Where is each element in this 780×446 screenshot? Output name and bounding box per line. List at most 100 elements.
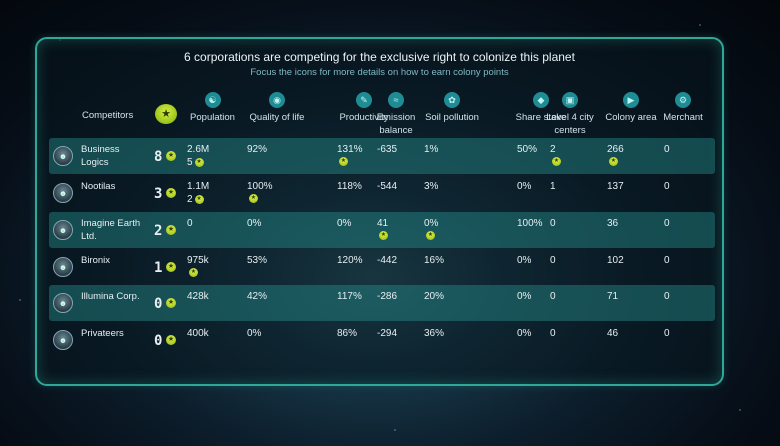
soil-pollution-icon[interactable]: ✿ <box>444 92 460 108</box>
column-header-label: Merchant <box>663 112 703 123</box>
cell-soil-pollution: 16% <box>424 254 444 267</box>
cell-value: 2.6M <box>187 144 210 155</box>
cell-productivity: 131% ★ <box>337 143 363 166</box>
cell-city-center: 2 ★ <box>550 143 561 166</box>
table-row[interactable]: ☻ Business Logics 8 ★ 2.6M 5 ★ 92% 131% ★ -635 1% 50… <box>49 138 715 174</box>
cell-value: 0 <box>664 255 670 266</box>
column-header-label: Soil pollution <box>425 112 479 123</box>
trophy-icon: ★ <box>166 151 176 161</box>
cell-quality-of-life: 92% <box>247 143 267 156</box>
cell-value: 0% <box>517 255 532 266</box>
column-header-label: Population <box>190 112 235 123</box>
column-header-label: Quality of life <box>249 112 305 123</box>
cell-value: 36% <box>424 328 445 339</box>
cell-colony-area: 46 <box>607 327 618 340</box>
cell-merchant: 0 <box>664 180 670 193</box>
cell-value: 428k <box>187 291 209 302</box>
trophy-icon: ★ <box>166 188 176 198</box>
cell-colony-area: 102 <box>607 254 624 267</box>
trophy-icon: ★ <box>189 268 198 277</box>
column-header-population[interactable]: ☯ Population <box>185 92 240 124</box>
table-row[interactable]: ☻ Imagine Earth Ltd. 2 ★ 0 0% 0% 41 ★ 0% ★ 100% 0 36 0 <box>49 212 715 248</box>
cell-share-stake: 0% <box>517 180 531 193</box>
trophy-icon: ★ <box>166 298 176 308</box>
cell-share-stake: 0% <box>517 290 531 303</box>
column-header-quality-of-life[interactable]: ◉ Quality of life <box>245 92 309 124</box>
corporation-avatar: ☻ <box>53 257 73 277</box>
cell-value: 102 <box>607 255 624 266</box>
table-row[interactable]: ☻ Nootilas 3 ★ 1.1M 2 ★ 100% ★ 118% -544 3% 0% 1 137 0 <box>49 175 715 211</box>
column-header-colony-area[interactable]: ▶ Colony area <box>603 92 659 124</box>
cell-value: 42% <box>247 291 268 302</box>
cell-share-stake: 100% <box>517 217 543 230</box>
cell-value: 41 <box>377 218 389 229</box>
table-row[interactable]: ☻ Illumina Corp. 0 ★ 428k 42% 117% -286 20% 0% 0 71… <box>49 285 715 321</box>
cell-merchant: 0 <box>664 290 670 303</box>
merchant-icon[interactable]: ⚙ <box>675 92 691 108</box>
emission-icon[interactable]: ≈ <box>388 92 404 108</box>
column-header-merchant[interactable]: ⚙ Merchant <box>660 92 706 124</box>
cell-value: 975k <box>187 255 209 266</box>
trophy-icon: ★ <box>194 157 204 167</box>
cell-city-center: 1 <box>550 180 556 193</box>
cell-value: 1 <box>550 181 556 192</box>
cell-value: 1.1M <box>187 181 210 192</box>
cell-value: 0 <box>664 181 670 192</box>
cell-value: 117% <box>337 291 362 302</box>
column-header-share-stake[interactable]: ◆ Share stake <box>513 92 569 124</box>
cell-value: 0 <box>187 218 193 229</box>
cell-value: 46 <box>607 328 619 339</box>
cell-emission: -294 <box>377 327 397 340</box>
trophy-icon: ★ <box>552 157 561 166</box>
cell-value: 0% <box>247 328 262 339</box>
cell-value: -286 <box>377 291 398 302</box>
corporation-avatar: ☻ <box>53 330 73 350</box>
cell-quality-of-life: 0% <box>247 217 261 230</box>
cell-value: -442 <box>377 255 398 266</box>
corporation-name: Nootilas <box>81 181 116 192</box>
column-header-city-center[interactable]: ▣ Level 4 city centers <box>546 92 594 137</box>
cell-value: 0 <box>550 291 556 302</box>
share-stake-icon[interactable]: ◆ <box>533 92 549 108</box>
cell-soil-pollution: 20% <box>424 290 444 303</box>
cell-value: 266 <box>607 144 624 155</box>
table-row[interactable]: ☻ Bironix 1 ★ 975k ★ 53% 120% -442 16% 0% 0 102 0 <box>49 249 715 285</box>
trophy-icon[interactable]: ★ <box>155 104 177 124</box>
cell-quality-of-life: 42% <box>247 290 267 303</box>
trophy-icon: ★ <box>339 157 348 166</box>
cell-value: 50% <box>517 144 538 155</box>
city-center-icon[interactable]: ▣ <box>562 92 578 108</box>
cell-value: 100% <box>517 218 543 229</box>
colony-points: 1 <box>154 260 163 276</box>
column-header-label: Colony area <box>605 112 657 123</box>
cell-colony-area: 71 <box>607 290 618 303</box>
cell-merchant: 0 <box>664 143 670 156</box>
cell-population: 975k ★ <box>187 254 209 277</box>
cell-value: 100% <box>247 181 273 192</box>
cell-colony-area: 36 <box>607 217 618 230</box>
cell-productivity: 118% <box>337 180 362 193</box>
corporation-avatar: ☻ <box>53 293 73 313</box>
colony-points: 8 <box>154 149 163 165</box>
cell-population: 1.1M 2 ★ <box>187 180 209 206</box>
trophy-icon: ★ <box>609 157 618 166</box>
cell-value: 0% <box>424 218 439 229</box>
cell-value: 0 <box>664 328 670 339</box>
column-header-productivity[interactable]: ✎ Productivity <box>335 92 393 124</box>
quality-of-life-icon[interactable]: ◉ <box>269 92 285 108</box>
cell-share-stake: 0% <box>517 327 531 340</box>
column-header-emission[interactable]: ≈ Emission balance <box>373 92 419 137</box>
colony-area-icon[interactable]: ▶ <box>623 92 639 108</box>
colony-points: 2 <box>154 223 163 239</box>
cell-value: 0 <box>664 218 670 229</box>
colony-points: 0 <box>154 333 163 349</box>
cell-value: -294 <box>377 328 398 339</box>
productivity-icon[interactable]: ✎ <box>356 92 372 108</box>
column-header-soil-pollution[interactable]: ✿ Soil pollution <box>422 92 482 124</box>
corporation-name: Imagine Earth Ltd. <box>81 218 141 242</box>
cell-emission: 41 ★ <box>377 217 388 240</box>
population-icon[interactable]: ☯ <box>204 92 221 108</box>
cell-value: 0 <box>664 144 670 155</box>
table-row[interactable]: ☻ Privateers 0 ★ 400k 0% 86% -294 36% 0% 0 46 0 <box>49 322 715 358</box>
cell-productivity: 86% <box>337 327 357 340</box>
